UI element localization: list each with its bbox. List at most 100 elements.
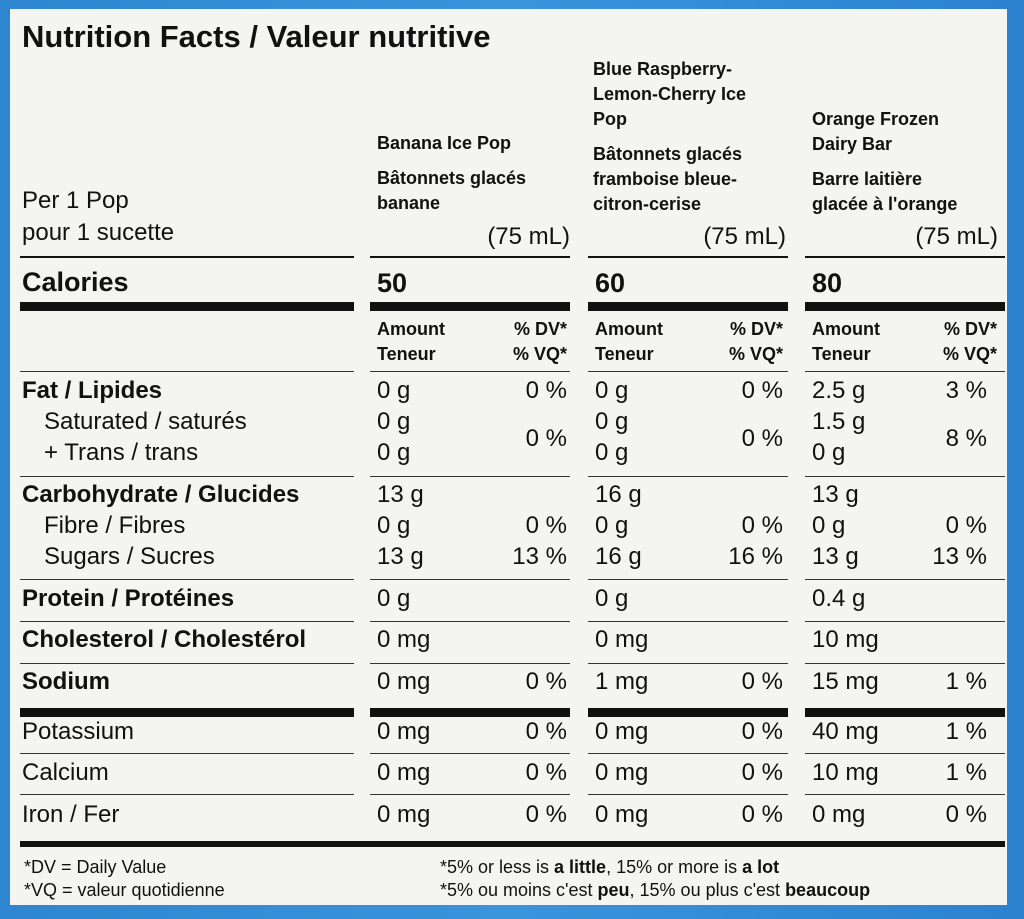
- nutrient-amount: 0 g: [377, 585, 411, 612]
- nutrient-label: Iron / Fer: [22, 801, 120, 828]
- product-3-size: (75 mL): [915, 223, 998, 250]
- footnote-vq: *VQ = valeur quotidienne: [24, 880, 225, 900]
- footnote-text: , 15% or more is: [606, 857, 743, 877]
- divider: [588, 753, 788, 754]
- divider: [588, 794, 788, 795]
- nutrient-dv: 0 %: [945, 512, 987, 539]
- nutrient-label: Protein / Protéines: [22, 585, 235, 612]
- nutrient-amount: 0 mg: [377, 626, 431, 653]
- divider: [805, 708, 1005, 717]
- nutrient-amount: 2.5 g: [812, 377, 866, 404]
- footnote-scale-en: *5% or less is a little, 15% or more is …: [440, 858, 779, 876]
- divider: [805, 753, 1005, 754]
- divider: [370, 256, 570, 258]
- divider: [805, 256, 1005, 258]
- sat-trans-dv: 0 %: [741, 425, 783, 452]
- dv-header-en: % DV*: [513, 319, 567, 339]
- divider: [370, 663, 570, 664]
- nutrient-amount: 0 mg: [595, 759, 649, 786]
- nutrient-amount: 1.5 g: [812, 408, 866, 435]
- dv-header-fr: % VQ*: [512, 344, 567, 364]
- divider: [20, 302, 354, 311]
- nutrient-dv: 0 %: [741, 718, 783, 745]
- product-2-calories: 60: [595, 268, 626, 298]
- nutrient-dv: 0 %: [525, 512, 567, 539]
- nutrient-label: Fibre / Fibres: [44, 512, 186, 539]
- nutrient-amount: 10 mg: [812, 759, 879, 786]
- nutrient-label: Potassium: [22, 718, 135, 745]
- nutrient-dv: 0 %: [741, 668, 783, 695]
- serving-line-fr: pour 1 sucette: [22, 219, 175, 246]
- nutrient-amount: 0 g: [595, 408, 629, 435]
- nutrient-amount: 0 g: [377, 377, 411, 404]
- nutrient-dv: 0 %: [741, 377, 783, 404]
- nutrient-amount: 13 g: [812, 481, 859, 508]
- footnote-text: *5% ou moins c'est: [440, 880, 598, 900]
- product-3-header: Orange Frozen Dairy Bar Barre laitière g…: [812, 107, 982, 217]
- divider: [370, 579, 570, 580]
- divider: [20, 663, 354, 664]
- amount-header: Amount Teneur: [812, 317, 880, 367]
- divider: [588, 579, 788, 580]
- product-1-header: Banana Ice Pop Bâtonnets glacés banane: [377, 131, 577, 216]
- product-3-name-en: Orange Frozen Dairy Bar: [812, 109, 940, 154]
- footnote-dv: *DV = Daily Value: [24, 857, 167, 877]
- divider: [370, 302, 570, 311]
- nutrient-dv: 0 %: [741, 801, 783, 828]
- footnote-emphasis: beaucoup: [785, 880, 871, 900]
- divider: [805, 621, 1005, 622]
- nutrient-label: Cholesterol / Cholestérol: [22, 626, 307, 653]
- nutrient-amount: 10 mg: [812, 626, 879, 653]
- nutrient-amount: 0 mg: [377, 718, 431, 745]
- dv-header: % DV* % VQ*: [900, 317, 997, 367]
- nutrient-dv: 16 %: [728, 543, 783, 570]
- sat-trans-dv: 8 %: [945, 425, 987, 452]
- nutrient-label: Sugars / Sucres: [44, 543, 215, 570]
- footnote-scale-fr: *5% ou moins c'est peu, 15% ou plus c'es…: [440, 881, 870, 899]
- amount-header-en: Amount: [812, 319, 880, 339]
- nutrient-amount: 13 g: [377, 543, 424, 570]
- divider: [588, 476, 788, 477]
- dv-header-en: % DV*: [943, 319, 997, 339]
- nutrient-amount: 0 mg: [377, 801, 431, 828]
- nutrient-amount: 13 g: [812, 543, 859, 570]
- nutrient-amount: 0 g: [595, 439, 629, 466]
- divider: [370, 621, 570, 622]
- divider: [588, 663, 788, 664]
- divider: [370, 794, 570, 795]
- nutrient-dv: 1 %: [945, 718, 987, 745]
- page-title: Nutrition Facts / Valeur nutritive: [22, 19, 491, 54]
- divider: [20, 841, 1005, 847]
- divider: [20, 371, 354, 372]
- nutrient-dv: 0 %: [741, 759, 783, 786]
- divider: [805, 371, 1005, 372]
- nutrient-amount: 0 g: [595, 377, 629, 404]
- divider: [588, 302, 788, 311]
- nutrient-dv: 13 %: [932, 543, 987, 570]
- dv-header-en: % DV*: [729, 319, 783, 339]
- dv-header-fr: % VQ*: [942, 344, 997, 364]
- product-2-header: Blue Raspberry-Lemon-Cherry Ice Pop Bâto…: [593, 57, 778, 217]
- footnote-emphasis: peu: [597, 880, 630, 900]
- nutrient-dv: 0 %: [525, 377, 567, 404]
- footnote-text: *5% or less is: [440, 857, 555, 877]
- divider: [805, 476, 1005, 477]
- nutrient-label: Carbohydrate / Glucides: [22, 481, 300, 508]
- nutrient-amount: 0 mg: [595, 718, 649, 745]
- divider: [370, 708, 570, 717]
- divider: [805, 794, 1005, 795]
- amount-header-fr: Teneur: [812, 344, 871, 364]
- nutrient-label: Sodium: [22, 668, 110, 695]
- product-2-size: (75 mL): [703, 223, 786, 250]
- nutrient-dv: 0 %: [945, 801, 987, 828]
- nutrient-amount: 0 g: [595, 512, 629, 539]
- nutrient-dv: 3 %: [945, 377, 987, 404]
- nutrient-amount: 40 mg: [812, 718, 879, 745]
- nutrient-dv: 0 %: [525, 668, 567, 695]
- nutrient-amount: 16 g: [595, 543, 642, 570]
- product-1-size: (75 mL): [487, 223, 570, 250]
- divider: [805, 302, 1005, 311]
- nutrient-dv: 0 %: [525, 718, 567, 745]
- divider: [20, 256, 354, 258]
- nutrient-label: Fat / Lipides: [22, 377, 163, 404]
